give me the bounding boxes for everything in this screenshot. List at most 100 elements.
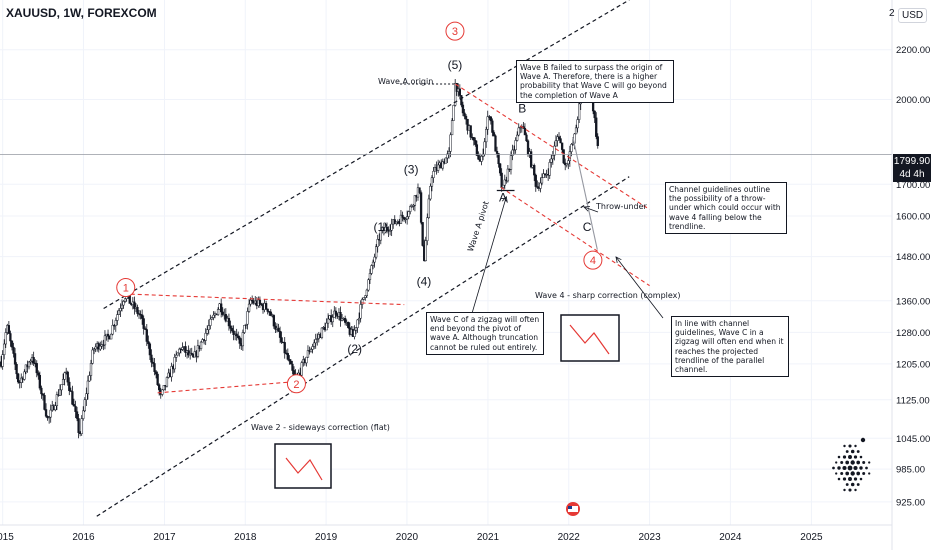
candle-body <box>24 364 28 373</box>
candle-body <box>94 346 97 350</box>
logo-dot <box>842 477 847 481</box>
time-tick-label: 2025 <box>800 532 823 543</box>
candle-body <box>178 348 181 354</box>
logo-dot <box>850 482 855 487</box>
symbol-title: XAUUSD, 1W, FOREXCOM <box>6 6 157 20</box>
candle-body <box>133 301 136 309</box>
candle-body <box>35 363 38 374</box>
candle-body <box>489 116 492 122</box>
throw-under-label: Throw-under <box>596 202 647 211</box>
time-tick-label: 2021 <box>477 532 500 543</box>
candle-body <box>283 342 286 354</box>
candle-body <box>412 205 415 207</box>
time-tick-label: 2015 <box>0 532 14 543</box>
candle-body <box>407 211 410 217</box>
candle-body <box>316 338 319 340</box>
candle-body <box>576 119 579 129</box>
candle-body <box>137 313 141 315</box>
candle-body <box>49 409 52 418</box>
candle-body <box>311 346 314 350</box>
logo-dot <box>854 488 857 492</box>
wave-labels: 1 2 3 4 (1) (2) (3) (4) (5) A B C <box>116 21 603 394</box>
candle-body <box>82 410 85 419</box>
candle-body <box>111 325 114 335</box>
candle-body <box>201 339 204 343</box>
drawing-overlays <box>0 0 892 517</box>
candle-body <box>153 363 156 372</box>
event-flag-icon <box>568 506 578 512</box>
candle-body <box>436 164 440 171</box>
candle-body <box>390 223 393 231</box>
candle-body <box>413 195 417 206</box>
logo-dot <box>862 472 866 475</box>
candle-body <box>455 82 458 92</box>
currency-button[interactable]: USD <box>898 8 928 23</box>
candle-body <box>368 273 372 281</box>
candle-body <box>523 128 527 136</box>
candle-body <box>536 186 539 188</box>
logo-dot <box>859 466 863 470</box>
candle-body <box>150 354 153 363</box>
candle-body <box>117 310 121 315</box>
candle-body <box>447 151 451 155</box>
candle-body <box>309 349 313 353</box>
candle-body <box>553 145 556 156</box>
wave-a-origin-label: Wave A origin <box>378 77 434 86</box>
candle-body <box>570 144 573 152</box>
candle-body <box>550 158 553 163</box>
logo-dot <box>868 472 871 475</box>
wave-label: (2) <box>347 342 362 356</box>
candle-body <box>539 182 542 189</box>
candle-body <box>567 160 570 165</box>
candle-body <box>187 350 190 356</box>
candle-body <box>353 330 356 337</box>
logo-dot <box>843 444 846 448</box>
price-tick-label: 1280.00 <box>896 328 930 339</box>
candle-body <box>596 136 599 147</box>
candle-body <box>497 153 500 165</box>
candle-body <box>533 165 536 176</box>
logo-dot <box>842 465 847 471</box>
candle-body <box>486 116 489 130</box>
candle-body <box>469 125 472 138</box>
candle-body <box>274 325 277 330</box>
logo-dot <box>853 465 858 471</box>
candle-body <box>492 132 496 137</box>
candle-body <box>156 373 159 385</box>
candle-body <box>147 341 150 345</box>
candle-body <box>74 405 77 412</box>
candle-body <box>393 219 396 224</box>
candle-body <box>266 308 269 312</box>
logo-dot <box>840 461 844 464</box>
logo-dot <box>865 466 868 470</box>
candle-body <box>379 230 382 241</box>
candle-body <box>20 377 23 383</box>
projection-line <box>572 137 598 250</box>
wave-a-pivot-arrow <box>467 196 507 329</box>
currency-prefix: 2 <box>889 8 895 19</box>
logo-dot <box>868 461 871 464</box>
candle-body <box>66 371 69 383</box>
candle-body <box>86 380 90 394</box>
zigzag-note: Wave C of a zigzag will often end beyond… <box>426 312 544 355</box>
candle-body <box>63 372 66 380</box>
time-tick-label: 2017 <box>153 532 176 543</box>
logo-dot <box>837 455 841 459</box>
candle-body <box>277 327 280 332</box>
candle-body <box>68 381 71 391</box>
candle-body <box>286 353 289 360</box>
candle-body <box>441 161 444 169</box>
candle-body <box>260 303 263 306</box>
candle-body <box>173 357 176 370</box>
candle-body <box>199 341 203 349</box>
candle-body <box>291 363 294 371</box>
logo-dot <box>840 472 844 475</box>
candle-body <box>354 327 358 331</box>
wave4-lower-line <box>500 186 650 287</box>
candle-body <box>365 289 369 296</box>
logo-dot <box>850 471 855 476</box>
candle-body <box>399 214 403 224</box>
candle-body <box>92 348 96 351</box>
candle-body <box>165 377 169 387</box>
